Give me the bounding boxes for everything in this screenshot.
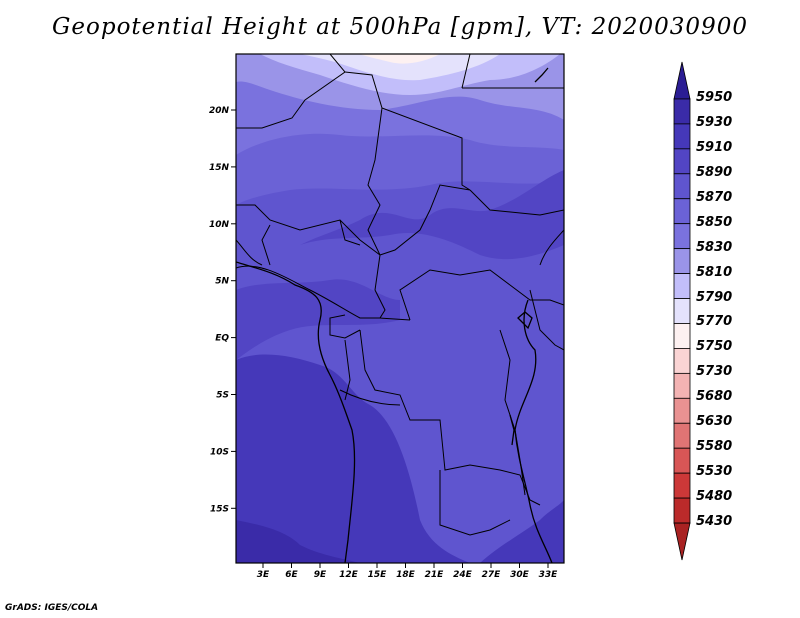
field-5910-east <box>480 500 564 563</box>
lat-tick-label: EQ <box>215 334 229 344</box>
credit-label: GrADS: IGES/COLA <box>5 603 99 613</box>
field-5930 <box>236 520 360 563</box>
colorbar-swatch <box>673 472 691 499</box>
colorbar-swatch <box>673 323 691 349</box>
field-5890-coast <box>236 279 400 360</box>
colorbar-swatch <box>673 348 691 374</box>
colorbar-label: 5580 <box>696 439 733 455</box>
field-5770 <box>300 54 500 81</box>
lon-tick-label: 18E <box>396 570 416 580</box>
lon-tick-label: 27E <box>482 570 502 580</box>
lat-tick-label: 10S <box>210 447 229 457</box>
lat-tick-label: 5S <box>216 391 229 401</box>
lon-tick-label: 21E <box>425 570 445 580</box>
lat-tick-label: 20N <box>209 106 230 116</box>
colorbar-label: 5750 <box>696 339 733 355</box>
colorbar-label: 5630 <box>696 414 733 430</box>
colorbar-swatch <box>673 422 691 449</box>
colorbar-swatch <box>673 173 691 200</box>
colorbar-label: 5930 <box>696 114 733 130</box>
lon-tick-label: 6E <box>285 570 298 580</box>
colorbar-label: 5870 <box>696 189 733 205</box>
colorbar-label: 5910 <box>696 139 733 155</box>
colorbar-label: 5430 <box>696 514 733 530</box>
colorbar <box>673 61 691 561</box>
colorbar-label: 5950 <box>696 89 733 105</box>
colorbar-label: 5530 <box>696 464 733 480</box>
lon-tick-label: 30E <box>510 570 530 580</box>
colorbar-label: 5850 <box>696 214 733 230</box>
lon-tick-label: 15E <box>368 570 388 580</box>
colorbar-label: 5890 <box>696 164 733 180</box>
map-frame <box>235 53 565 564</box>
colorbar-swatch <box>673 298 691 324</box>
lat-tick-label: 10N <box>209 220 230 230</box>
colorbar-label: 5810 <box>696 264 733 280</box>
lon-tick-label: 9E <box>314 570 327 580</box>
colorbar-swatch <box>673 273 691 299</box>
colorbar-label: 5730 <box>696 364 733 380</box>
coastline <box>236 67 553 563</box>
colorbar-swatch <box>673 372 691 399</box>
colorbar-swatch <box>673 248 691 274</box>
lon-tick-label: 24E <box>453 570 473 580</box>
colorbar-label: 5790 <box>696 289 733 305</box>
colorbar-label: 5770 <box>696 314 733 330</box>
lon-tick-label: 33E <box>539 570 559 580</box>
lon-tick-label: 12E <box>339 570 359 580</box>
colorbar-swatch <box>673 198 691 225</box>
latitude-axis: 20N 15N 10N 5N EQ 5S 10S 15S <box>209 106 236 514</box>
colorbar-cap-top <box>673 61 691 100</box>
colorbar-swatch <box>673 223 691 250</box>
lon-tick-label: 3E <box>257 570 270 580</box>
colorbar-swatch <box>673 447 691 474</box>
lat-tick-label: 5N <box>215 277 229 287</box>
lat-tick-label: 15N <box>209 163 230 173</box>
colorbar-label: 5680 <box>696 389 733 405</box>
colorbar-label: 5480 <box>696 489 733 505</box>
colorbar-swatch <box>673 98 691 125</box>
colorbar-swatch <box>673 397 691 424</box>
longitude-axis: 3E 6E 9E 12E 15E 18E 21E 24E 27E 30E 33E <box>257 563 558 580</box>
field-5890-north <box>300 170 564 260</box>
page-title: Geopotential Height at 500hPa [gpm], VT:… <box>52 14 748 40</box>
field-5910 <box>236 354 470 563</box>
colorbar-swatch <box>673 497 691 524</box>
country-borders <box>236 54 564 536</box>
colorbar-label: 5830 <box>696 239 733 255</box>
colorbar-swatch <box>673 148 691 175</box>
height-field <box>236 54 564 563</box>
colorbar-cap-bottom <box>673 522 691 561</box>
field-5750 <box>360 54 440 64</box>
lat-tick-label: 15S <box>210 504 229 514</box>
colorbar-swatch <box>673 123 691 150</box>
